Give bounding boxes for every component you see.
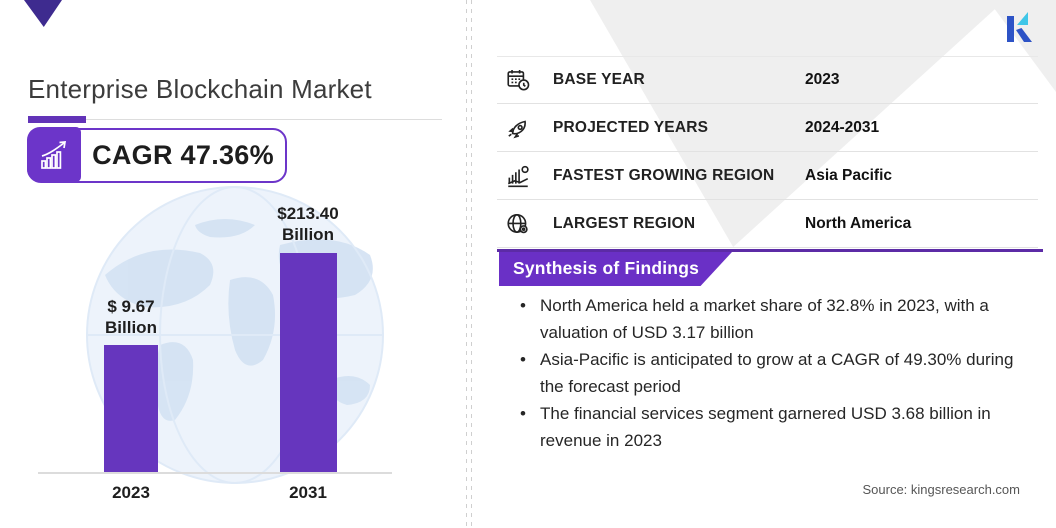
bullet-dot: •	[520, 350, 526, 369]
x-tick-2023: 2023	[112, 483, 150, 502]
finding-item: • Asia-Pacific is anticipated to grow at…	[506, 346, 1030, 400]
finding-item: • The financial services segment garnere…	[506, 400, 1030, 454]
findings-bullet-list: • North America held a market share of 3…	[506, 292, 1030, 454]
bullet-dot: •	[520, 296, 526, 315]
fact-value: North America	[805, 214, 912, 232]
fact-value: 2023	[805, 71, 840, 88]
fact-row-largest-region: LARGEST REGION North America	[497, 200, 1038, 248]
title-underline	[28, 119, 442, 120]
growth-chart-icon	[505, 163, 535, 189]
globe-icon	[505, 211, 535, 237]
bar-value-2031: $213.40	[277, 204, 339, 223]
fact-value: 2024-2031	[805, 118, 880, 136]
fact-row-projected-years: PROJECTED YEARS 2024-2031	[497, 104, 1038, 152]
bar-2023	[104, 345, 158, 473]
source-attribution: Source: kingsresearch.com	[862, 482, 1020, 497]
findings-heading-banner: Synthesis of Findings	[499, 252, 732, 286]
fact-label: LARGEST REGION	[553, 214, 696, 232]
page-title: Enterprise Blockchain Market	[28, 74, 372, 104]
calendar-clock-icon	[505, 67, 535, 93]
bar-value-2023: $ 9.67	[107, 297, 155, 316]
panel-divider-dashed-line	[466, 0, 467, 528]
fact-label: FASTEST GROWING REGION	[553, 166, 775, 184]
key-facts-table: BASE YEAR 2023 PROJECTED YEARS 2024-2031	[497, 56, 1038, 248]
bar-value-label-2023: $ 9.67 Billion	[61, 296, 201, 338]
bullet-dot: •	[520, 404, 526, 423]
fact-label: BASE YEAR	[553, 71, 645, 88]
fact-value: Asia Pacific	[805, 166, 893, 184]
fact-row-base-year: BASE YEAR 2023	[497, 56, 1038, 104]
cagr-badge: CAGR 47.36%	[27, 127, 287, 183]
x-tick-2031: 2031	[289, 483, 327, 502]
finding-text: The financial services segment garnered …	[540, 404, 991, 450]
finding-text: North America held a market share of 32.…	[540, 296, 989, 342]
finding-item: • North America held a market share of 3…	[506, 292, 1030, 346]
corner-accent-triangle	[24, 0, 62, 27]
fact-row-fastest-growing-region: FASTEST GROWING REGION Asia Pacific	[497, 152, 1038, 200]
cagr-value: CAGR 47.36%	[92, 140, 274, 170]
kings-research-logo-icon	[1004, 11, 1036, 47]
findings-top-rule	[497, 249, 1043, 252]
bar-unit-2023: Billion	[105, 318, 157, 337]
panel-divider-dashed-line	[471, 0, 472, 528]
rocket-icon	[505, 115, 535, 141]
growth-arrow-icon	[27, 127, 81, 182]
bar-unit-2031: Billion	[282, 225, 334, 244]
x-axis-line	[38, 472, 392, 474]
bar-value-label-2031: $213.40 Billion	[238, 203, 378, 245]
title-underline-accent	[28, 116, 86, 123]
bar-2031	[280, 253, 337, 473]
finding-text: Asia-Pacific is anticipated to grow at a…	[540, 350, 1014, 396]
fact-label: PROJECTED YEARS	[553, 118, 709, 136]
